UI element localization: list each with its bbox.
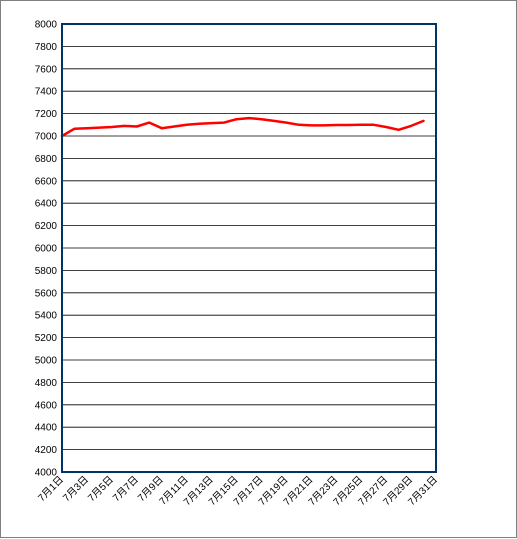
y-tick-label: 5800 — [35, 266, 58, 277]
y-tick-label: 7600 — [35, 64, 58, 75]
y-tick-label: 5000 — [35, 356, 58, 367]
y-tick-label: 7400 — [35, 87, 58, 98]
gridlines — [62, 46, 436, 451]
y-tick-label: 7800 — [35, 42, 58, 53]
y-tick-label: 4200 — [35, 445, 58, 456]
y-tick-label: 5200 — [35, 333, 58, 344]
y-tick-label: 6400 — [35, 199, 58, 210]
y-tick-label: 7000 — [35, 132, 58, 143]
y-tick-label: 5600 — [35, 288, 58, 299]
x-tick-label: 7月5日 — [85, 474, 115, 504]
x-axis-tick-labels: 7月1日7月3日7月5日7月7日7月9日7月11日7月13日7月15日7月17日… — [36, 474, 440, 508]
y-tick-label: 6600 — [35, 176, 58, 187]
y-tick-label: 6000 — [35, 244, 58, 255]
y-tick-label: 6800 — [35, 154, 58, 165]
y-tick-label: 4800 — [35, 378, 58, 389]
plot-area-border — [61, 23, 437, 473]
x-tick-label: 7月7日 — [110, 474, 140, 504]
y-tick-label: 4600 — [35, 400, 58, 411]
y-tick-label: 4000 — [35, 468, 58, 479]
y-tick-label: 6200 — [35, 221, 58, 232]
y-axis-tick-labels: 4000 4200 4400 4600 4800 5000 5200 5400 5600 5800… — [35, 20, 58, 479]
y-tick-label: 8000 — [35, 20, 58, 31]
series-lines — [60, 116, 425, 138]
y-tick-label: 5400 — [35, 311, 58, 322]
x-tick-label: 7月3日 — [61, 474, 91, 504]
y-tick-label: 4400 — [35, 423, 58, 434]
series-line — [60, 116, 425, 138]
y-tick-label: 7200 — [35, 109, 58, 120]
